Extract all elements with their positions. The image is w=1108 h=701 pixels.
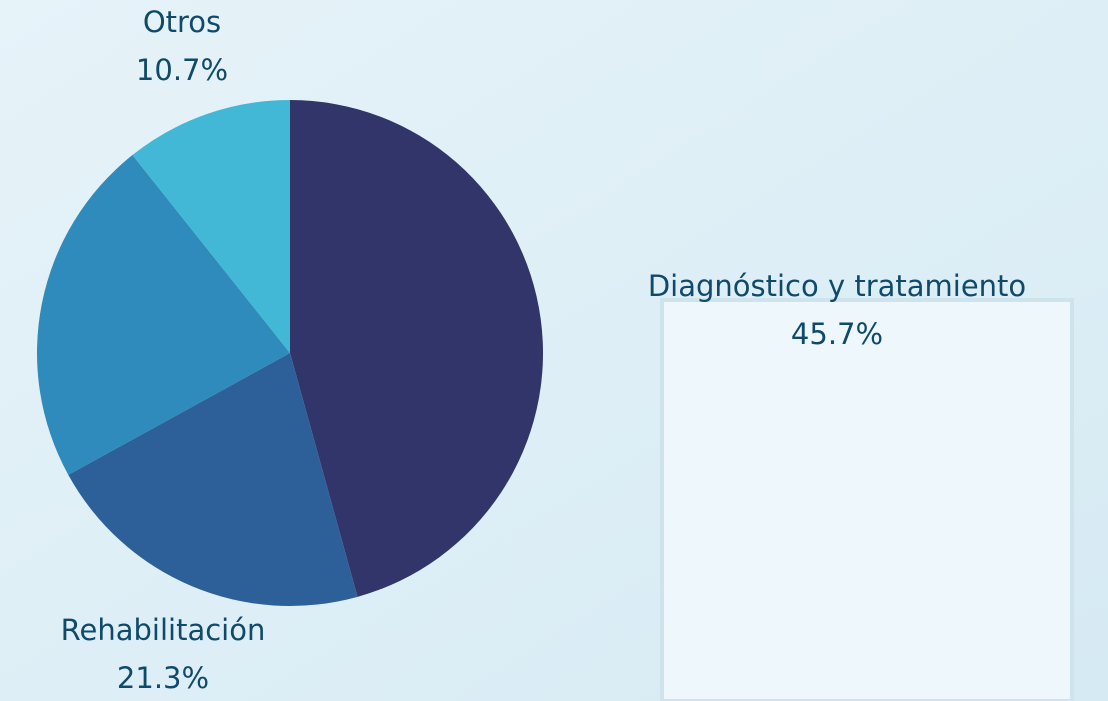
slice-label: Diagnóstico y tratamiento bbox=[648, 269, 1026, 303]
slice-value-label: 45.7% bbox=[791, 317, 883, 351]
background-decor bbox=[660, 298, 1074, 701]
pie-slice bbox=[290, 100, 544, 597]
slice-label: Rehabilitación bbox=[61, 613, 266, 647]
slice-value-label: 10.7% bbox=[136, 53, 228, 87]
pie-slice bbox=[68, 353, 358, 606]
pie-slice bbox=[132, 100, 290, 353]
pie-slice bbox=[37, 155, 291, 475]
slice-value-label: 21.3% bbox=[117, 661, 209, 695]
slice-label: Otros bbox=[143, 5, 221, 39]
